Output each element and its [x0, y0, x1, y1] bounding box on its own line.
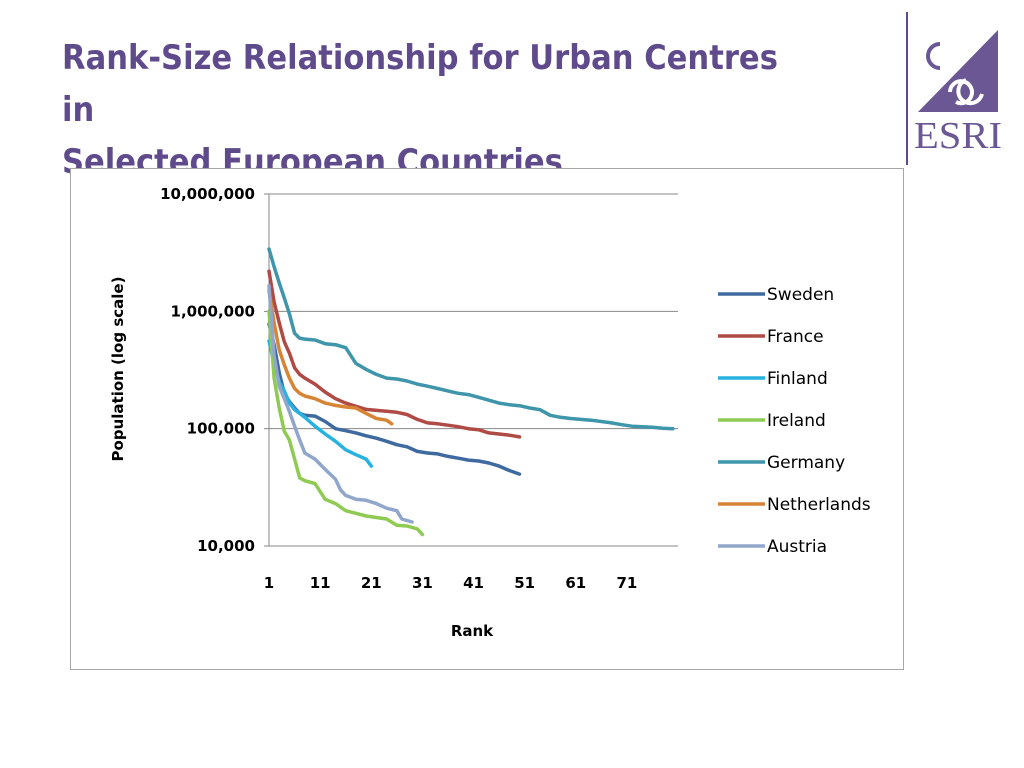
series-line-finland — [267, 339, 374, 468]
slide-title: Rank-Size Relationship for Urban Centres… — [62, 32, 818, 188]
legend-item-ireland: Ireland — [718, 411, 826, 431]
y-tick-label-2: 1,000,000 — [171, 302, 255, 320]
y-axis-title: Population (log scale) — [109, 277, 127, 462]
x-tick-label-5: 51 — [514, 574, 535, 592]
legend-item-austria: Austria — [718, 537, 827, 557]
x-tick-label-6: 61 — [565, 574, 586, 592]
x-tick-label-4: 41 — [463, 574, 484, 592]
legend-item-sweden: Sweden — [718, 285, 834, 305]
logo-arc-right — [956, 78, 984, 106]
x-tick-label-2: 21 — [361, 574, 382, 592]
series-line-france — [267, 269, 522, 439]
logo-arc-top — [926, 42, 941, 70]
x-tick-label-0: 1 — [264, 574, 274, 592]
logo-divider — [906, 12, 908, 165]
logo-arc-left — [948, 79, 974, 106]
series-line-netherlands — [267, 288, 394, 426]
series-layer — [267, 247, 675, 537]
series-line-ireland — [267, 309, 425, 537]
x-tick-label-3: 31 — [412, 574, 433, 592]
y-tick-label-3: 10,000,000 — [160, 185, 255, 203]
legend-item-france: France — [718, 327, 824, 347]
legend-label-ireland: Ireland — [767, 411, 826, 431]
legend-item-finland: Finland — [718, 369, 828, 389]
x-tick-label-7: 71 — [616, 574, 637, 592]
legend-item-netherlands: Netherlands — [718, 495, 871, 515]
slide-title-line-1: Rank-Size Relationship for Urban Centres… — [62, 38, 778, 130]
legend: Sweden France Finland Ireland Germany Netherl… — [718, 285, 871, 557]
x-tick-label-1: 11 — [310, 574, 331, 592]
legend-label-germany: Germany — [767, 453, 845, 473]
legend-label-sweden: Sweden — [767, 285, 834, 305]
legend-label-netherlands: Netherlands — [767, 495, 871, 515]
y-tick-label-1: 100,000 — [187, 420, 255, 438]
y-tick-labels: 10,000 100,000 1,000,000 10,000,000 — [160, 185, 255, 555]
chart-frame: 10,000 100,000 1,000,000 10,000,000 1 11 21 31… — [70, 168, 904, 670]
logo-triangle — [918, 30, 998, 112]
legend-label-austria: Austria — [767, 537, 827, 557]
series-line-germany — [267, 247, 675, 431]
legend-item-germany: Germany — [718, 453, 845, 473]
series-line-austria — [267, 284, 414, 524]
legend-label-france: France — [767, 327, 824, 347]
grid-layer — [264, 193, 678, 547]
y-tick-label-0: 10,000 — [197, 537, 255, 555]
x-axis-title: Rank — [451, 622, 494, 640]
esri-logo: ESRI — [914, 30, 1002, 156]
logo-text: ESRI — [914, 115, 1002, 156]
legend-label-finland: Finland — [767, 369, 828, 389]
x-tick-labels: 1 11 21 31 41 51 61 71 — [264, 574, 638, 592]
